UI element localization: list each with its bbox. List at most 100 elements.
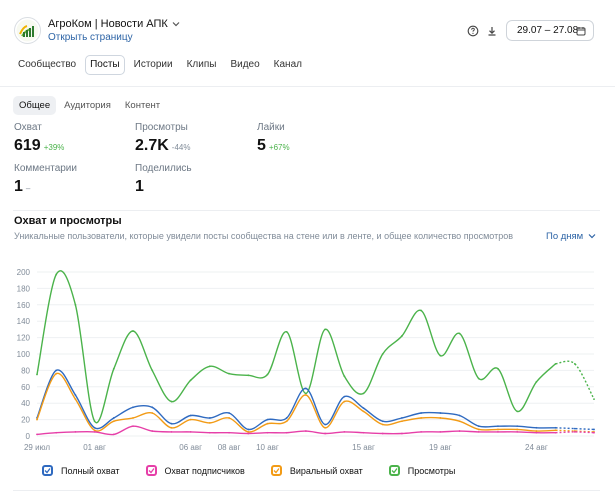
granularity-dropdown[interactable]: По дням — [546, 231, 596, 242]
data-point — [170, 426, 173, 429]
open-page-link[interactable]: Открыть страницу — [48, 32, 133, 43]
chart-subtitle: Уникальные пользователи, которые увидели… — [14, 231, 513, 241]
data-point — [247, 432, 250, 435]
legend-item-viral-reach[interactable]: Вир​альный охват — [270, 465, 363, 476]
metric-reach: Охват 619 +39% — [14, 122, 64, 155]
subtab-general[interactable]: Общее — [13, 96, 57, 115]
data-point — [420, 431, 423, 433]
download-icon[interactable] — [486, 25, 498, 37]
reach-views-chart[interactable]: 0 20 40 60 80 100 120 140 160 180 200 29 июл 01 авг 0… — [0, 258, 615, 458]
data-point — [55, 273, 58, 276]
data-point — [55, 372, 58, 375]
data-point — [593, 398, 595, 400]
metric-value-wrap: 1– — [14, 178, 77, 196]
x-tick-label: 08 авг — [218, 443, 241, 452]
data-point — [420, 417, 423, 419]
y-tick-label: 180 — [17, 284, 31, 293]
metric-label: Лайки — [257, 122, 285, 133]
data-point — [93, 426, 96, 429]
data-point — [497, 428, 499, 431]
agrocom-logo-icon — [16, 19, 39, 42]
data-point — [458, 332, 461, 335]
subtab-content[interactable]: Контент — [124, 100, 161, 111]
data-point — [535, 426, 538, 429]
tab-stories[interactable]: Истории — [133, 59, 173, 70]
data-point — [189, 414, 192, 417]
series-line — [36, 369, 556, 431]
data-point — [535, 431, 538, 434]
data-point — [36, 373, 38, 376]
data-point — [343, 375, 346, 378]
data-point — [55, 431, 58, 434]
data-point — [401, 335, 403, 337]
legend-item-views[interactable]: Просмотры — [388, 465, 455, 476]
y-tick-label: 160 — [17, 301, 31, 310]
y-tick-label: 40 — [21, 399, 30, 408]
data-point — [439, 417, 442, 419]
data-point — [151, 369, 154, 372]
data-point — [477, 425, 480, 428]
tab-posts[interactable]: Посты — [85, 55, 125, 75]
data-point — [285, 420, 288, 423]
series-line-partial — [555, 429, 595, 433]
data-point — [516, 410, 519, 413]
data-point — [593, 431, 595, 434]
y-tick-label: 80 — [21, 366, 30, 375]
data-point — [497, 425, 499, 428]
data-point — [477, 377, 480, 380]
community-title-text: АгроКом | Новости АПК — [48, 18, 168, 30]
help-circle-icon[interactable] — [467, 25, 479, 37]
data-point — [593, 428, 595, 431]
data-point — [343, 431, 346, 433]
x-tick-label: 10 авг — [256, 443, 279, 452]
y-tick-label: 60 — [21, 383, 30, 392]
data-point — [74, 431, 77, 433]
data-point — [516, 431, 519, 433]
subtab-audience[interactable]: Аудитория — [64, 100, 111, 111]
community-title[interactable]: АгроКом | Новости АПК — [48, 18, 180, 30]
data-point — [170, 400, 173, 403]
data-point — [573, 427, 576, 430]
tab-community[interactable]: Сообщество — [18, 59, 77, 70]
data-point — [458, 420, 461, 423]
series-line-partial — [555, 431, 595, 434]
data-point — [266, 422, 269, 425]
data-point — [362, 410, 365, 413]
data-point — [554, 362, 557, 365]
data-point — [304, 387, 307, 390]
data-point — [535, 430, 538, 432]
data-point — [401, 417, 403, 419]
data-point — [516, 425, 519, 428]
metric-value: 5 — [257, 137, 266, 154]
data-point — [285, 417, 288, 419]
data-point — [497, 367, 499, 370]
data-point — [228, 372, 230, 375]
legend-item-full-reach[interactable]: Полный охват — [42, 465, 120, 476]
data-point — [381, 423, 384, 426]
series-line-partial — [555, 360, 595, 400]
data-point — [112, 433, 115, 436]
community-avatar[interactable] — [14, 17, 41, 44]
chart-title: Охват и просмотры — [14, 215, 122, 227]
data-point — [151, 430, 154, 432]
data-point — [74, 303, 77, 306]
legend-item-subscriber-reach[interactable]: Охват подписчиков — [145, 465, 245, 476]
data-point — [228, 417, 230, 419]
chart-legend: Полный охват Охват подписчиков Вир​альны… — [42, 465, 481, 476]
y-tick-label: 20 — [21, 416, 30, 425]
tab-channel[interactable]: Канал — [273, 59, 302, 70]
series-line-partial — [555, 427, 595, 431]
data-point — [420, 309, 423, 312]
tab-clips[interactable]: Клипы — [186, 59, 217, 70]
legend-label: Вир​альный охват — [289, 465, 363, 476]
tab-video[interactable]: Видео — [230, 59, 260, 70]
x-tick-label: 19 авг — [429, 443, 452, 452]
data-point — [266, 373, 269, 376]
data-point — [324, 426, 327, 429]
y-tick-label: 120 — [17, 334, 31, 343]
metric-shares: Поделились 1 — [135, 163, 192, 196]
metric-label: Просмотры — [135, 122, 188, 133]
data-point — [554, 429, 557, 432]
date-range-picker[interactable]: 29.07 – 27.08 — [506, 20, 594, 41]
data-point — [516, 428, 519, 431]
